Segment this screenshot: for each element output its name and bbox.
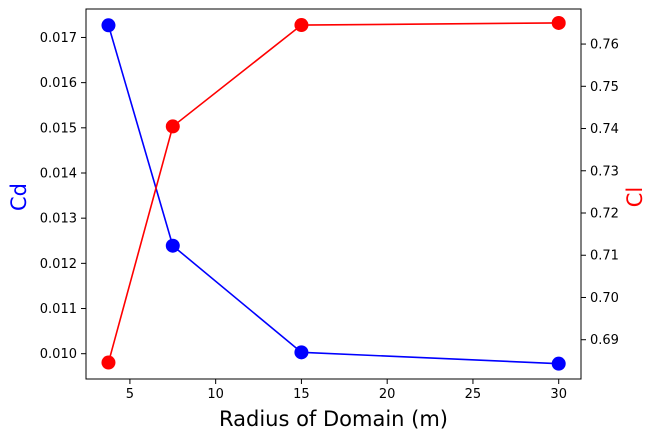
y-right-tick-label: 0.73 — [590, 164, 619, 179]
x-tick-label: 20 — [379, 387, 396, 402]
x-tick-label: 5 — [126, 387, 134, 402]
x-tick-label: 15 — [293, 387, 310, 402]
y-axis-left-label: Cd — [7, 183, 31, 211]
x-axis-label: Radius of Domain (m) — [219, 407, 448, 431]
y-left-tick-label: 0.017 — [40, 31, 77, 46]
y-right-tick-label: 0.72 — [590, 207, 619, 222]
series-line-right — [107, 22, 559, 363]
series-point-left — [551, 356, 566, 371]
x-tick-label: 10 — [207, 387, 224, 402]
x-tick-label: 25 — [465, 387, 482, 402]
y-left-tick-label: 0.012 — [40, 257, 77, 272]
y-right-tick-label: 0.75 — [590, 80, 619, 95]
series-line-left — [107, 25, 559, 365]
y-left-tick-label: 0.011 — [40, 302, 77, 317]
series-point-left — [101, 18, 116, 33]
y-left-tick-label: 0.014 — [40, 166, 77, 181]
y-axis-right-label: Cl — [623, 187, 647, 208]
y-left-tick-label: 0.015 — [40, 121, 77, 136]
y-left-tick-label: 0.010 — [40, 347, 77, 362]
y-right-tick-label: 0.74 — [590, 122, 619, 137]
y-right-tick-label: 0.69 — [590, 333, 619, 348]
y-left-tick-label: 0.016 — [40, 76, 77, 91]
x-tick-label: 30 — [550, 387, 567, 402]
y-right-tick-label: 0.76 — [590, 38, 619, 53]
y-right-tick-label: 0.71 — [590, 249, 619, 264]
series-point-right — [101, 355, 116, 370]
series-point-right — [165, 119, 180, 134]
series-point-left — [165, 238, 180, 253]
plot-area — [101, 15, 566, 371]
axis-ticks: 5 10 15 20 25 30 0.010 0.011 0.012 0.013 0.014 0.01… — [40, 31, 619, 402]
plot-frame — [85, 8, 582, 380]
series-point-right — [551, 15, 566, 30]
y-right-tick-label: 0.70 — [590, 291, 619, 306]
y-left-tick-label: 0.013 — [40, 212, 77, 227]
series-point-right — [294, 18, 309, 33]
series-point-left — [294, 345, 309, 360]
